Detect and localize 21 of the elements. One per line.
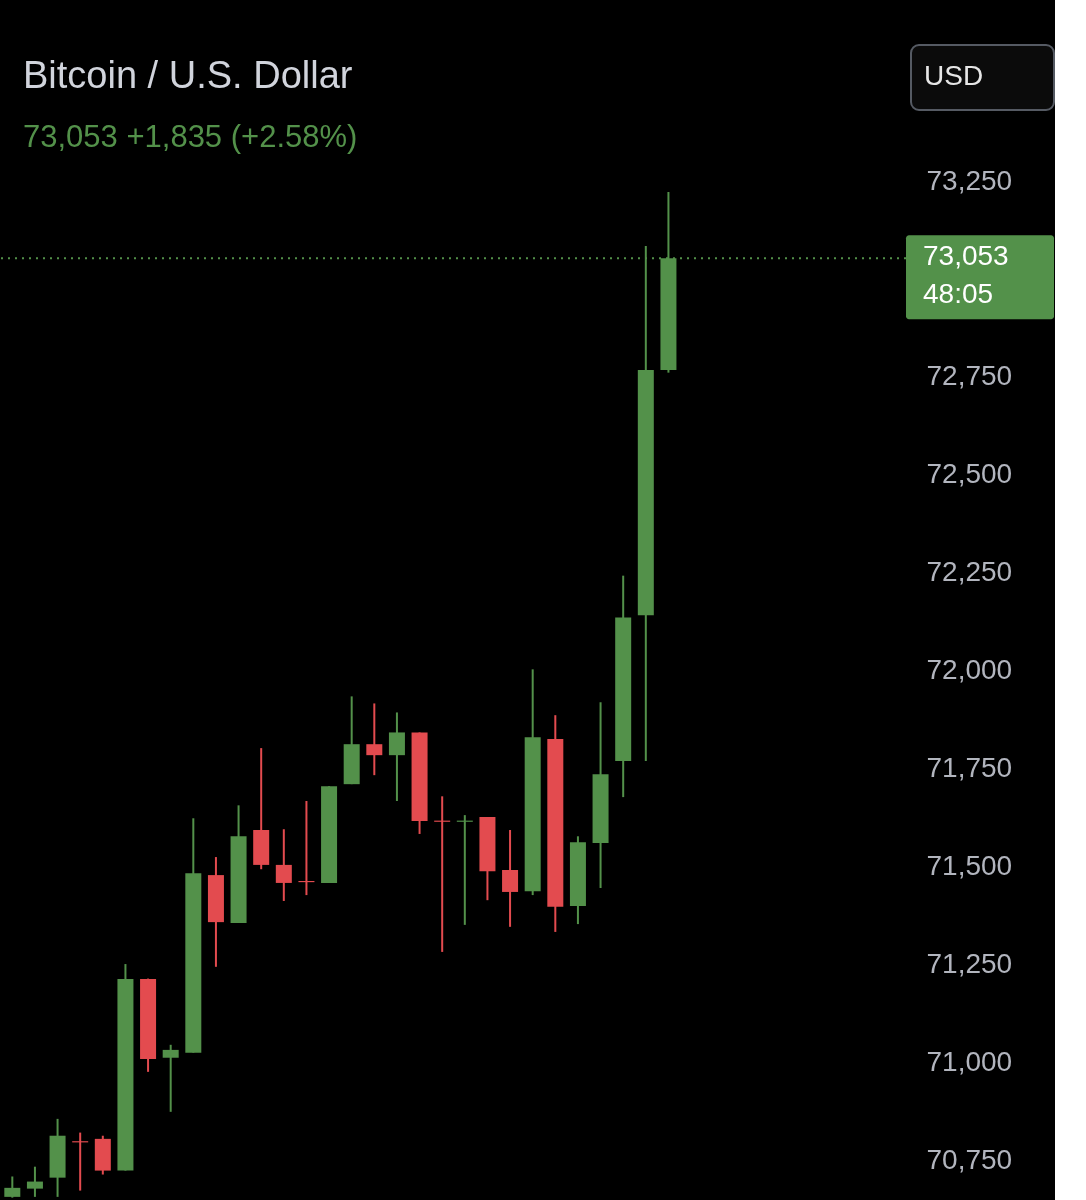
y-tick-label: 72,000 — [926, 654, 1013, 686]
candlestick — [26, 1165, 43, 1198]
candlestick — [502, 829, 519, 928]
y-tick-label: 70,750 — [926, 1144, 1013, 1176]
candlestick — [275, 828, 292, 902]
y-tick-label: 73,250 — [926, 164, 1013, 196]
chart-subtitle: 73,053 +1,835 (+2.58%) — [23, 119, 358, 154]
ref-line-label: 73,053 48:05 — [923, 240, 1009, 310]
y-tick-label: 71,500 — [926, 850, 1013, 882]
y-tick-label: 71,250 — [926, 948, 1013, 980]
chart-title: Bitcoin / U.S. Dollar — [23, 54, 353, 96]
y-tick-label: 72,500 — [926, 458, 1013, 490]
candlestick — [388, 711, 405, 803]
y-tick-label: 72,250 — [926, 556, 1013, 588]
text: USD — [924, 60, 984, 91]
y-tick-label: 71,000 — [926, 1046, 1013, 1078]
y-tick-label: 71,750 — [926, 752, 1013, 784]
candlestick — [162, 1043, 179, 1113]
candlestick — [366, 702, 383, 777]
candlestick — [4, 1175, 21, 1199]
y-tick-label: 72,750 — [926, 360, 1013, 392]
